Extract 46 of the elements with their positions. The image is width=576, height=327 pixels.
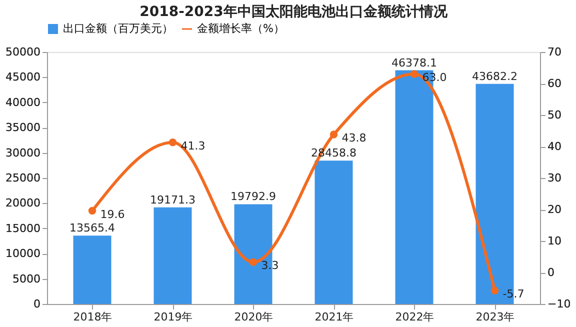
point (168, 138, 177, 146)
y-tick-label: 5000 (12, 272, 40, 286)
data-label: 43.8 (342, 132, 366, 145)
y2-tick-label: 40 (548, 140, 562, 153)
y-tick-label: 40000 (6, 96, 40, 109)
data-label: 13565.4 (70, 222, 115, 235)
y-tick-label: 35000 (6, 121, 40, 134)
data-label: 41.3 (180, 139, 206, 152)
data-label: 19.6 (100, 208, 125, 221)
x-tick-label: 2023年 (476, 310, 515, 324)
y2-tick-label: 0 (548, 266, 554, 279)
y-tick-label: 25000 (6, 172, 40, 184)
y-tick-label: 20000 (6, 196, 40, 210)
y2-tick-label: −10 (548, 298, 571, 310)
x-tick-label: 2021年 (314, 310, 354, 324)
y2-tick-label: 50 (548, 108, 562, 122)
point (88, 206, 96, 215)
point (330, 130, 338, 138)
y2-tick-label: 60 (548, 77, 562, 90)
y2-tick-label: 20 (548, 203, 562, 216)
data-label: 46378.1 (392, 56, 437, 70)
y-tick-label: 50000 (6, 46, 40, 58)
chart-title: 2018-2023年中国太阳能电池出口金额统计情况 (140, 3, 448, 20)
x-tick-label: 2020年 (234, 310, 274, 324)
x-tick-label: 2018年 (73, 310, 112, 324)
y-tick-label: 15000 (6, 222, 40, 235)
data-label: 19171.3 (150, 193, 196, 206)
y-tick-label: 10000 (6, 247, 40, 260)
point (490, 286, 499, 294)
y2-tick-label: 30 (548, 172, 562, 184)
data-label: 43682.2 (472, 70, 518, 83)
bar (73, 236, 112, 304)
y-tick-label: 30000 (6, 146, 40, 160)
bar (154, 207, 192, 304)
legend-label: 金额增长率（%） (197, 22, 284, 35)
data-label: 19792.9 (230, 190, 276, 204)
legend-label: 出口金额（百万美元） (63, 22, 173, 35)
y-tick-label: 0 (34, 298, 40, 310)
point (410, 70, 418, 78)
x-tick-label: 2022年 (395, 310, 434, 324)
y2-tick-label: 10 (548, 234, 562, 248)
y2-tick-label: 70 (548, 46, 562, 58)
bar (314, 160, 353, 304)
x-tick-label: 2019年 (154, 310, 193, 324)
y-tick-label: 45000 (6, 70, 40, 84)
point (249, 258, 258, 266)
